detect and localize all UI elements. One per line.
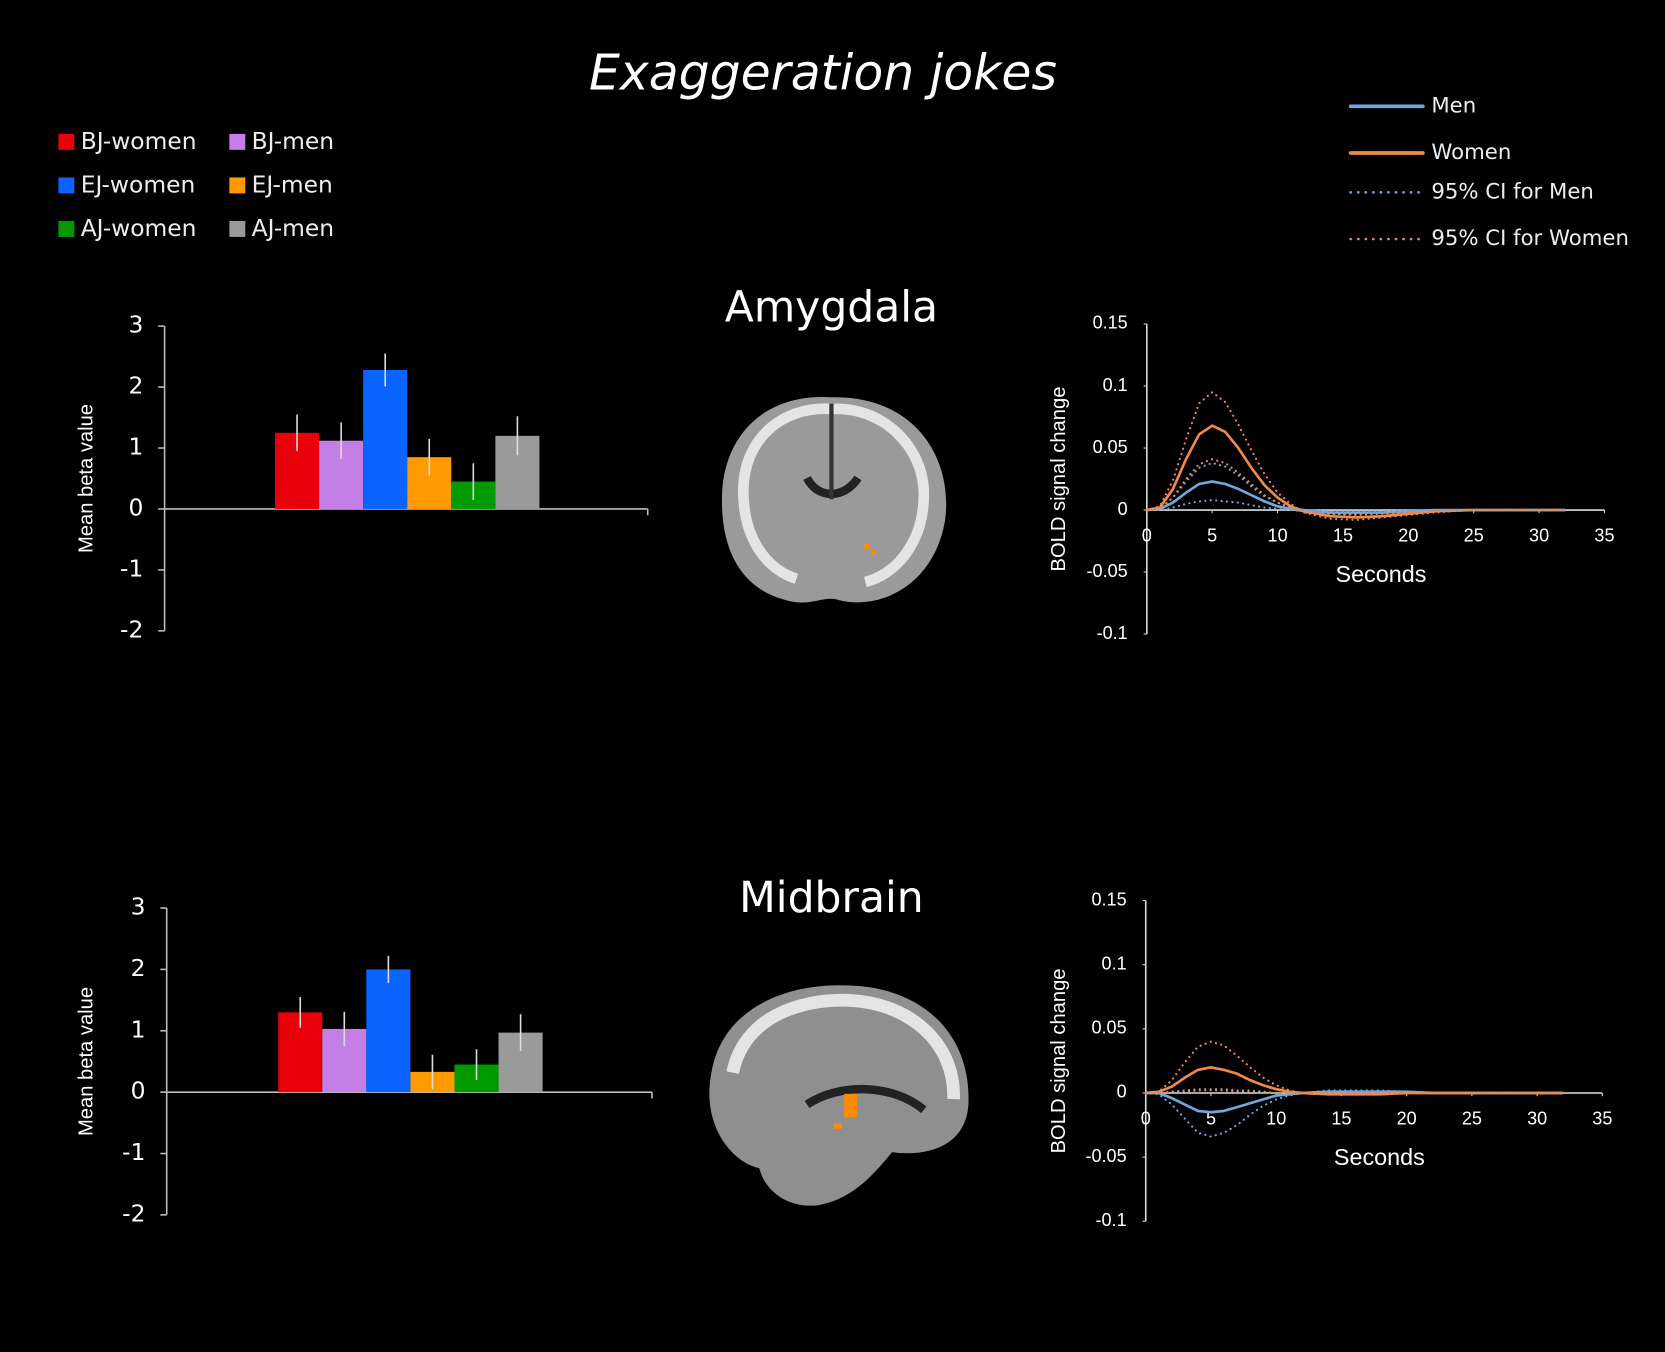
y-axis-label: Mean beta value [75, 987, 97, 1136]
y-axis-label: BOLD signal change [1048, 968, 1070, 1153]
legend-label: BJ-women [81, 127, 197, 155]
x-tick-label: 5 [1207, 525, 1217, 545]
legend-label: BJ-men [252, 127, 334, 155]
x-tick-label: 0 [1141, 1108, 1151, 1128]
legend-label: 95% CI for Men [1431, 179, 1593, 204]
y-tick-label: 0.05 [1092, 1018, 1127, 1038]
legend-label: AJ-men [252, 214, 334, 242]
legend-swatch [58, 133, 75, 150]
y-tick-label: -1 [120, 554, 143, 582]
ci-line [1145, 499, 1567, 515]
y-tick-label: -0.1 [1097, 623, 1128, 643]
region-title: Amygdala [725, 284, 938, 333]
x-tick-label: 10 [1266, 1108, 1286, 1128]
legend-label: Women [1431, 140, 1511, 165]
bar [363, 370, 408, 509]
x-tick-label: 15 [1331, 1108, 1351, 1128]
y-tick-label: 0.05 [1093, 437, 1128, 457]
y-tick-label: 2 [131, 954, 146, 982]
ci-line [1144, 1089, 1565, 1095]
y-tick-label: 3 [131, 893, 146, 921]
x-tick-label: 35 [1592, 1108, 1612, 1128]
y-tick-label: -0.1 [1096, 1210, 1127, 1230]
legend-swatch [229, 133, 246, 150]
x-tick-label: 15 [1333, 525, 1353, 545]
x-tick-label: 10 [1268, 525, 1288, 545]
x-axis-label: Seconds [1335, 561, 1426, 587]
ci-line [1144, 1040, 1565, 1095]
line [1145, 1065, 1564, 1096]
x-tick-label: 25 [1462, 1108, 1482, 1128]
y-tick-label: 0 [1117, 1082, 1127, 1102]
y-tick-label: 1 [131, 1015, 146, 1043]
y-tick-label: -2 [120, 615, 143, 643]
region-title: Midbrain [739, 874, 924, 923]
figure-title: Exaggeration jokes [589, 45, 1057, 102]
x-tick-label: 30 [1529, 525, 1549, 545]
y-axis-label: Mean beta value [75, 404, 97, 553]
legend-swatch [229, 220, 246, 237]
y-tick-label: 0.15 [1093, 313, 1128, 333]
ci-line [1145, 390, 1567, 517]
x-tick-label: 20 [1398, 525, 1418, 545]
y-tick-label: 0 [128, 493, 143, 521]
ci-line [1144, 1089, 1565, 1138]
x-axis-label: Seconds [1334, 1144, 1425, 1170]
y-tick-label: 2 [128, 372, 143, 400]
legend-label: EJ-women [81, 170, 196, 198]
y-tick-label: 0.1 [1103, 375, 1128, 395]
y-axis-label: BOLD signal change [1048, 387, 1070, 572]
x-tick-label: 35 [1594, 525, 1614, 545]
x-tick-label: 30 [1527, 1108, 1547, 1128]
legend-swatch [58, 220, 75, 237]
bar [366, 969, 411, 1093]
y-tick-label: 0.15 [1092, 889, 1127, 909]
y-tick-label: -2 [122, 1199, 145, 1227]
legend-label: 95% CI for Women [1431, 226, 1629, 251]
legend-label: EJ-men [252, 170, 333, 198]
y-tick-label: 0.1 [1102, 953, 1127, 973]
y-tick-label: -0.05 [1085, 1146, 1126, 1166]
y-tick-label: 3 [128, 311, 143, 339]
x-tick-label: 0 [1142, 525, 1152, 545]
y-tick-label: 0 [1118, 499, 1128, 519]
y-tick-label: 1 [128, 433, 143, 461]
x-tick-label: 25 [1464, 525, 1484, 545]
y-tick-label: 0 [131, 1077, 146, 1105]
legend-swatch [229, 177, 246, 194]
ci-line [1145, 458, 1567, 522]
x-tick-label: 20 [1397, 1108, 1417, 1128]
brain-sagittal [709, 985, 969, 1206]
y-tick-label: -1 [122, 1138, 145, 1166]
y-tick-label: -0.05 [1087, 561, 1128, 581]
legend-label: AJ-women [81, 214, 197, 242]
x-tick-label: 5 [1206, 1108, 1216, 1128]
brain-coronal [721, 396, 947, 603]
legend-swatch [58, 177, 75, 194]
legend-label: Men [1431, 93, 1476, 118]
